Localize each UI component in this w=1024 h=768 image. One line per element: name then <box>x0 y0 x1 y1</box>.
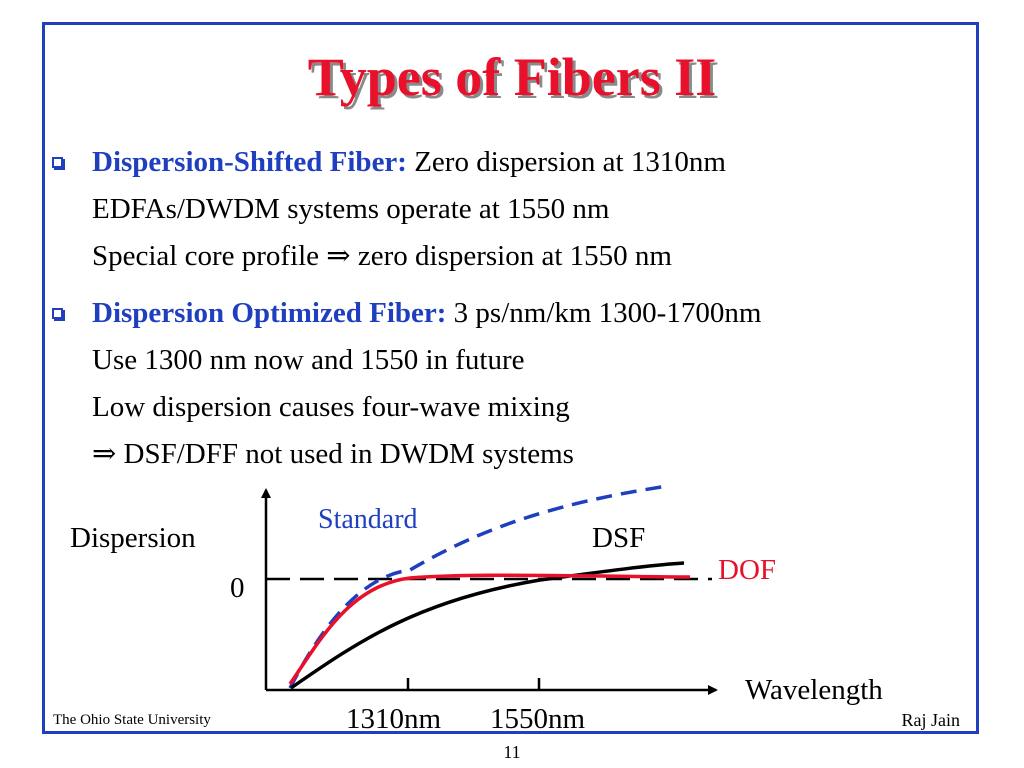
bullet-first-line: Dispersion Optimized Fiber: 3 ps/nm/km 1… <box>92 290 761 337</box>
square-bullet-icon <box>52 157 63 168</box>
bullet-text: 3 ps/nm/km 1300-1700nm <box>446 297 762 329</box>
page-number: 11 <box>503 742 521 762</box>
square-bullet-icon <box>52 308 63 319</box>
bullet-text: Zero dispersion at 1310nm <box>406 146 726 178</box>
y-axis-label: Dispersion <box>70 522 196 554</box>
bullet-term: Dispersion Optimized Fiber: <box>92 297 447 329</box>
bullet-line: Use 1300 nm now and 1550 in future <box>92 344 525 376</box>
standard-curve <box>288 484 669 689</box>
tick-label-1310: 1310nm <box>346 703 442 735</box>
dsf-label: DSF <box>592 522 645 554</box>
x-axis-label: Wavelength <box>745 674 883 706</box>
tick-label-1550: 1550nm <box>490 703 586 735</box>
bullet-row: Dispersion-Shifted Fiber: Zero dispersio… <box>52 139 726 186</box>
dof-curve <box>288 573 691 685</box>
zero-label: 0 <box>230 572 245 604</box>
slide-title: Types of Fibers II <box>307 47 717 107</box>
footer-institution: The Ohio State University <box>53 712 211 728</box>
bullet-term: Dispersion-Shifted Fiber: <box>92 146 407 178</box>
bullet-line: EDFAs/DWDM systems operate at 1550 nm <box>92 193 610 225</box>
bullet-dispersion-shifted-fiber: Dispersion-Shifted Fiber: Zero dispersio… <box>52 139 726 280</box>
bullet-dispersion-optimized-fiber: Dispersion Optimized Fiber: 3 ps/nm/km 1… <box>52 290 761 478</box>
bullet-row: Dispersion Optimized Fiber: 3 ps/nm/km 1… <box>52 290 761 337</box>
bullet-line: Low dispersion causes four-wave mixing <box>92 391 570 423</box>
bullet-line: ⇒ DSF/DFF not used in DWDM systems <box>92 438 574 470</box>
dsf-curve <box>290 561 685 690</box>
dof-label: DOF <box>718 554 776 586</box>
bullet-line: Special core profile ⇒ zero dispersion a… <box>92 240 672 272</box>
slide-frame <box>42 22 979 734</box>
standard-label: Standard <box>318 504 418 535</box>
footer-author: Raj Jain <box>901 710 961 730</box>
bullet-first-line: Dispersion-Shifted Fiber: Zero dispersio… <box>92 139 726 186</box>
